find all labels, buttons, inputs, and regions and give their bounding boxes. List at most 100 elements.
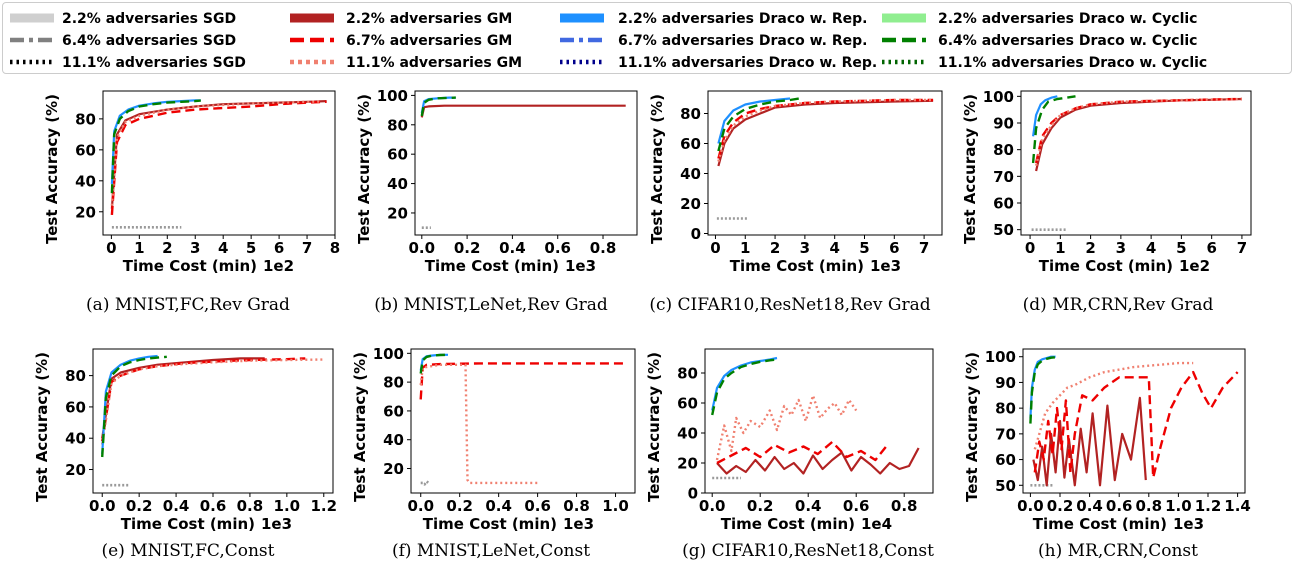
series-line-2 — [1032, 396, 1147, 487]
series-line-3 — [110, 100, 327, 215]
y-tick-label-3: 60 — [387, 146, 408, 164]
x-tick-label-6: 5 — [246, 239, 256, 257]
y-tick-label-4: 60 — [680, 135, 701, 153]
x-tick-label-7: 6 — [1206, 239, 1216, 257]
x-axis-multiplier: 1e3 — [261, 515, 292, 533]
series-line-3 — [419, 363, 538, 485]
x-tick-label-5: 4 — [829, 239, 839, 257]
series-line-3 — [420, 96, 456, 114]
x-tick-label-8: 7 — [919, 239, 929, 257]
legend-label-7: 2.2% adversaries Draco w. Rep. — [618, 11, 868, 27]
y-tick-label-2: 40 — [383, 431, 404, 449]
chart-d: 0 1 2 3 4 5 6 7 50 60 70 80 90 100 Time Cost (min) 1e2 T… — [961, 88, 1252, 315]
x-tick-label-4: 3 — [190, 239, 200, 257]
x-tick-label-2: 0.2 — [1047, 497, 1074, 515]
series-line-4 — [715, 394, 858, 461]
x-tick-label-1: 0.0 — [409, 239, 436, 257]
chart-b: 0.0 0.2 0.4 0.6 0.8 20 40 60 80 100 Time Cost (min… — [355, 87, 638, 315]
y-axis-label: Test Accuracy (%) — [43, 94, 61, 244]
x-tick-label-3: 0.4 — [499, 239, 526, 257]
x-tick-label-4: 3 — [800, 239, 810, 257]
y-tick-label-2: 40 — [65, 430, 86, 448]
y-tick-label-3: 70 — [995, 425, 1016, 443]
y-tick-label-5: 80 — [680, 105, 701, 123]
axes-frame — [410, 348, 636, 494]
x-axis-label: Time Cost (min) — [1039, 257, 1173, 275]
y-axis-label: Test Accuracy (%) — [963, 352, 981, 502]
x-tick-label-6: 1.0 — [602, 497, 629, 515]
x-axis-label: Time Cost (min) — [1033, 515, 1167, 533]
series-line-2 — [420, 104, 626, 118]
y-tick-label-4: 80 — [75, 110, 96, 128]
x-tick-label-6: 5 — [859, 239, 869, 257]
x-axis-label: Time Cost (min) — [123, 257, 257, 275]
x-axis-multiplier: 1e2 — [1179, 257, 1210, 275]
y-tick-label-4: 80 — [387, 116, 408, 134]
y-tick-label-3: 40 — [677, 425, 698, 443]
x-tick-label-1: 0.0 — [89, 497, 116, 515]
x-axis-label: Time Cost (min) — [730, 257, 864, 275]
legend-label-4: 2.2% adversaries GM — [346, 11, 512, 27]
series-line-3 — [1034, 97, 1242, 164]
x-tick-label-2: 0.2 — [454, 239, 481, 257]
y-tick-label-6: 100 — [985, 348, 1016, 366]
y-tick-label-1: 0 — [691, 225, 701, 243]
series-line-4 — [1033, 361, 1194, 450]
x-tick-label-1: 0.0 — [1017, 497, 1044, 515]
chart-g: 0.0 0.2 0.4 0.6 0.8 0 20 40 60 80 Time Cost (min) 1… — [645, 348, 934, 561]
y-tick-label-3: 70 — [993, 168, 1014, 186]
x-tick-label-4: 0.6 — [524, 497, 551, 515]
y-tick-label-5: 90 — [995, 374, 1016, 392]
legend-label-12: 11.1% adversaries Draco w. Cyclic — [938, 55, 1207, 71]
y-axis-label: Test Accuracy (%) — [645, 352, 663, 502]
y-axis-label: Test Accuracy (%) — [351, 352, 369, 502]
x-tick-label-3: 0.4 — [1076, 497, 1103, 515]
legend-label-5: 6.7% adversaries GM — [346, 33, 512, 49]
x-tick-label-1: 0 — [1025, 239, 1035, 257]
axes-frame — [1022, 348, 1246, 494]
x-tick-label-5: 0.8 — [237, 497, 264, 515]
y-axis-label: Test Accuracy (%) — [648, 94, 666, 244]
x-tick-label-1: 0 — [106, 239, 116, 257]
subfigure-caption: (d) MR,CRN,Rev Grad — [1023, 295, 1214, 315]
y-tick-label-6: 100 — [983, 88, 1014, 106]
series-line-2 — [101, 357, 265, 439]
axes-frame — [707, 90, 943, 236]
axes-frame — [414, 90, 638, 236]
x-tick-label-8: 1.4 — [1224, 497, 1251, 515]
y-tick-label-3: 40 — [680, 165, 701, 183]
series-line-5 — [419, 353, 449, 374]
x-tick-label-8: 7 — [1237, 239, 1247, 257]
y-axis-label: Test Accuracy (%) — [33, 352, 51, 502]
x-tick-label-5: 0.8 — [563, 497, 590, 515]
series-line-4 — [101, 358, 324, 445]
legend-label-1: 2.2% adversaries SGD — [62, 11, 236, 27]
series-line-3 — [1033, 370, 1239, 479]
y-tick-label-2: 20 — [680, 195, 701, 213]
series-line-5 — [101, 354, 158, 454]
axes-frame — [102, 90, 336, 236]
series-line-4 — [717, 98, 934, 162]
subfigure-caption: (e) MNIST,FC,Const — [102, 541, 275, 561]
y-tick-label-1: 0 — [688, 485, 698, 503]
legend-label-6: 11.1% adversaries GM — [346, 55, 522, 71]
x-axis-multiplier: 1e3 — [563, 515, 594, 533]
x-tick-label-4: 0.6 — [1106, 497, 1133, 515]
x-tick-label-1: 0.0 — [699, 497, 726, 515]
y-tick-label-4: 80 — [65, 367, 86, 385]
subfigure-caption: (b) MNIST,LeNet,Rev Grad — [374, 295, 608, 315]
y-tick-label-1: 20 — [383, 460, 404, 478]
x-tick-label-8: 7 — [302, 239, 312, 257]
series-line-2 — [717, 99, 934, 167]
chart-a: 0 1 2 3 4 5 6 7 8 20 40 60 80 Time Cost (min) 1e2 Test … — [43, 90, 340, 315]
x-tick-label-4: 3 — [1116, 239, 1126, 257]
x-tick-label-5: 0.8 — [891, 497, 918, 515]
y-axis-label: Test Accuracy (%) — [961, 94, 979, 244]
series-line-6 — [1029, 356, 1056, 424]
series-line-5 — [717, 97, 791, 144]
y-tick-label-2: 40 — [387, 175, 408, 193]
x-axis-multiplier: 1e3 — [1173, 515, 1204, 533]
subfigure-caption: (g) CIFAR10,ResNet18,Const — [682, 541, 934, 561]
x-axis-multiplier: 1e2 — [263, 257, 294, 275]
